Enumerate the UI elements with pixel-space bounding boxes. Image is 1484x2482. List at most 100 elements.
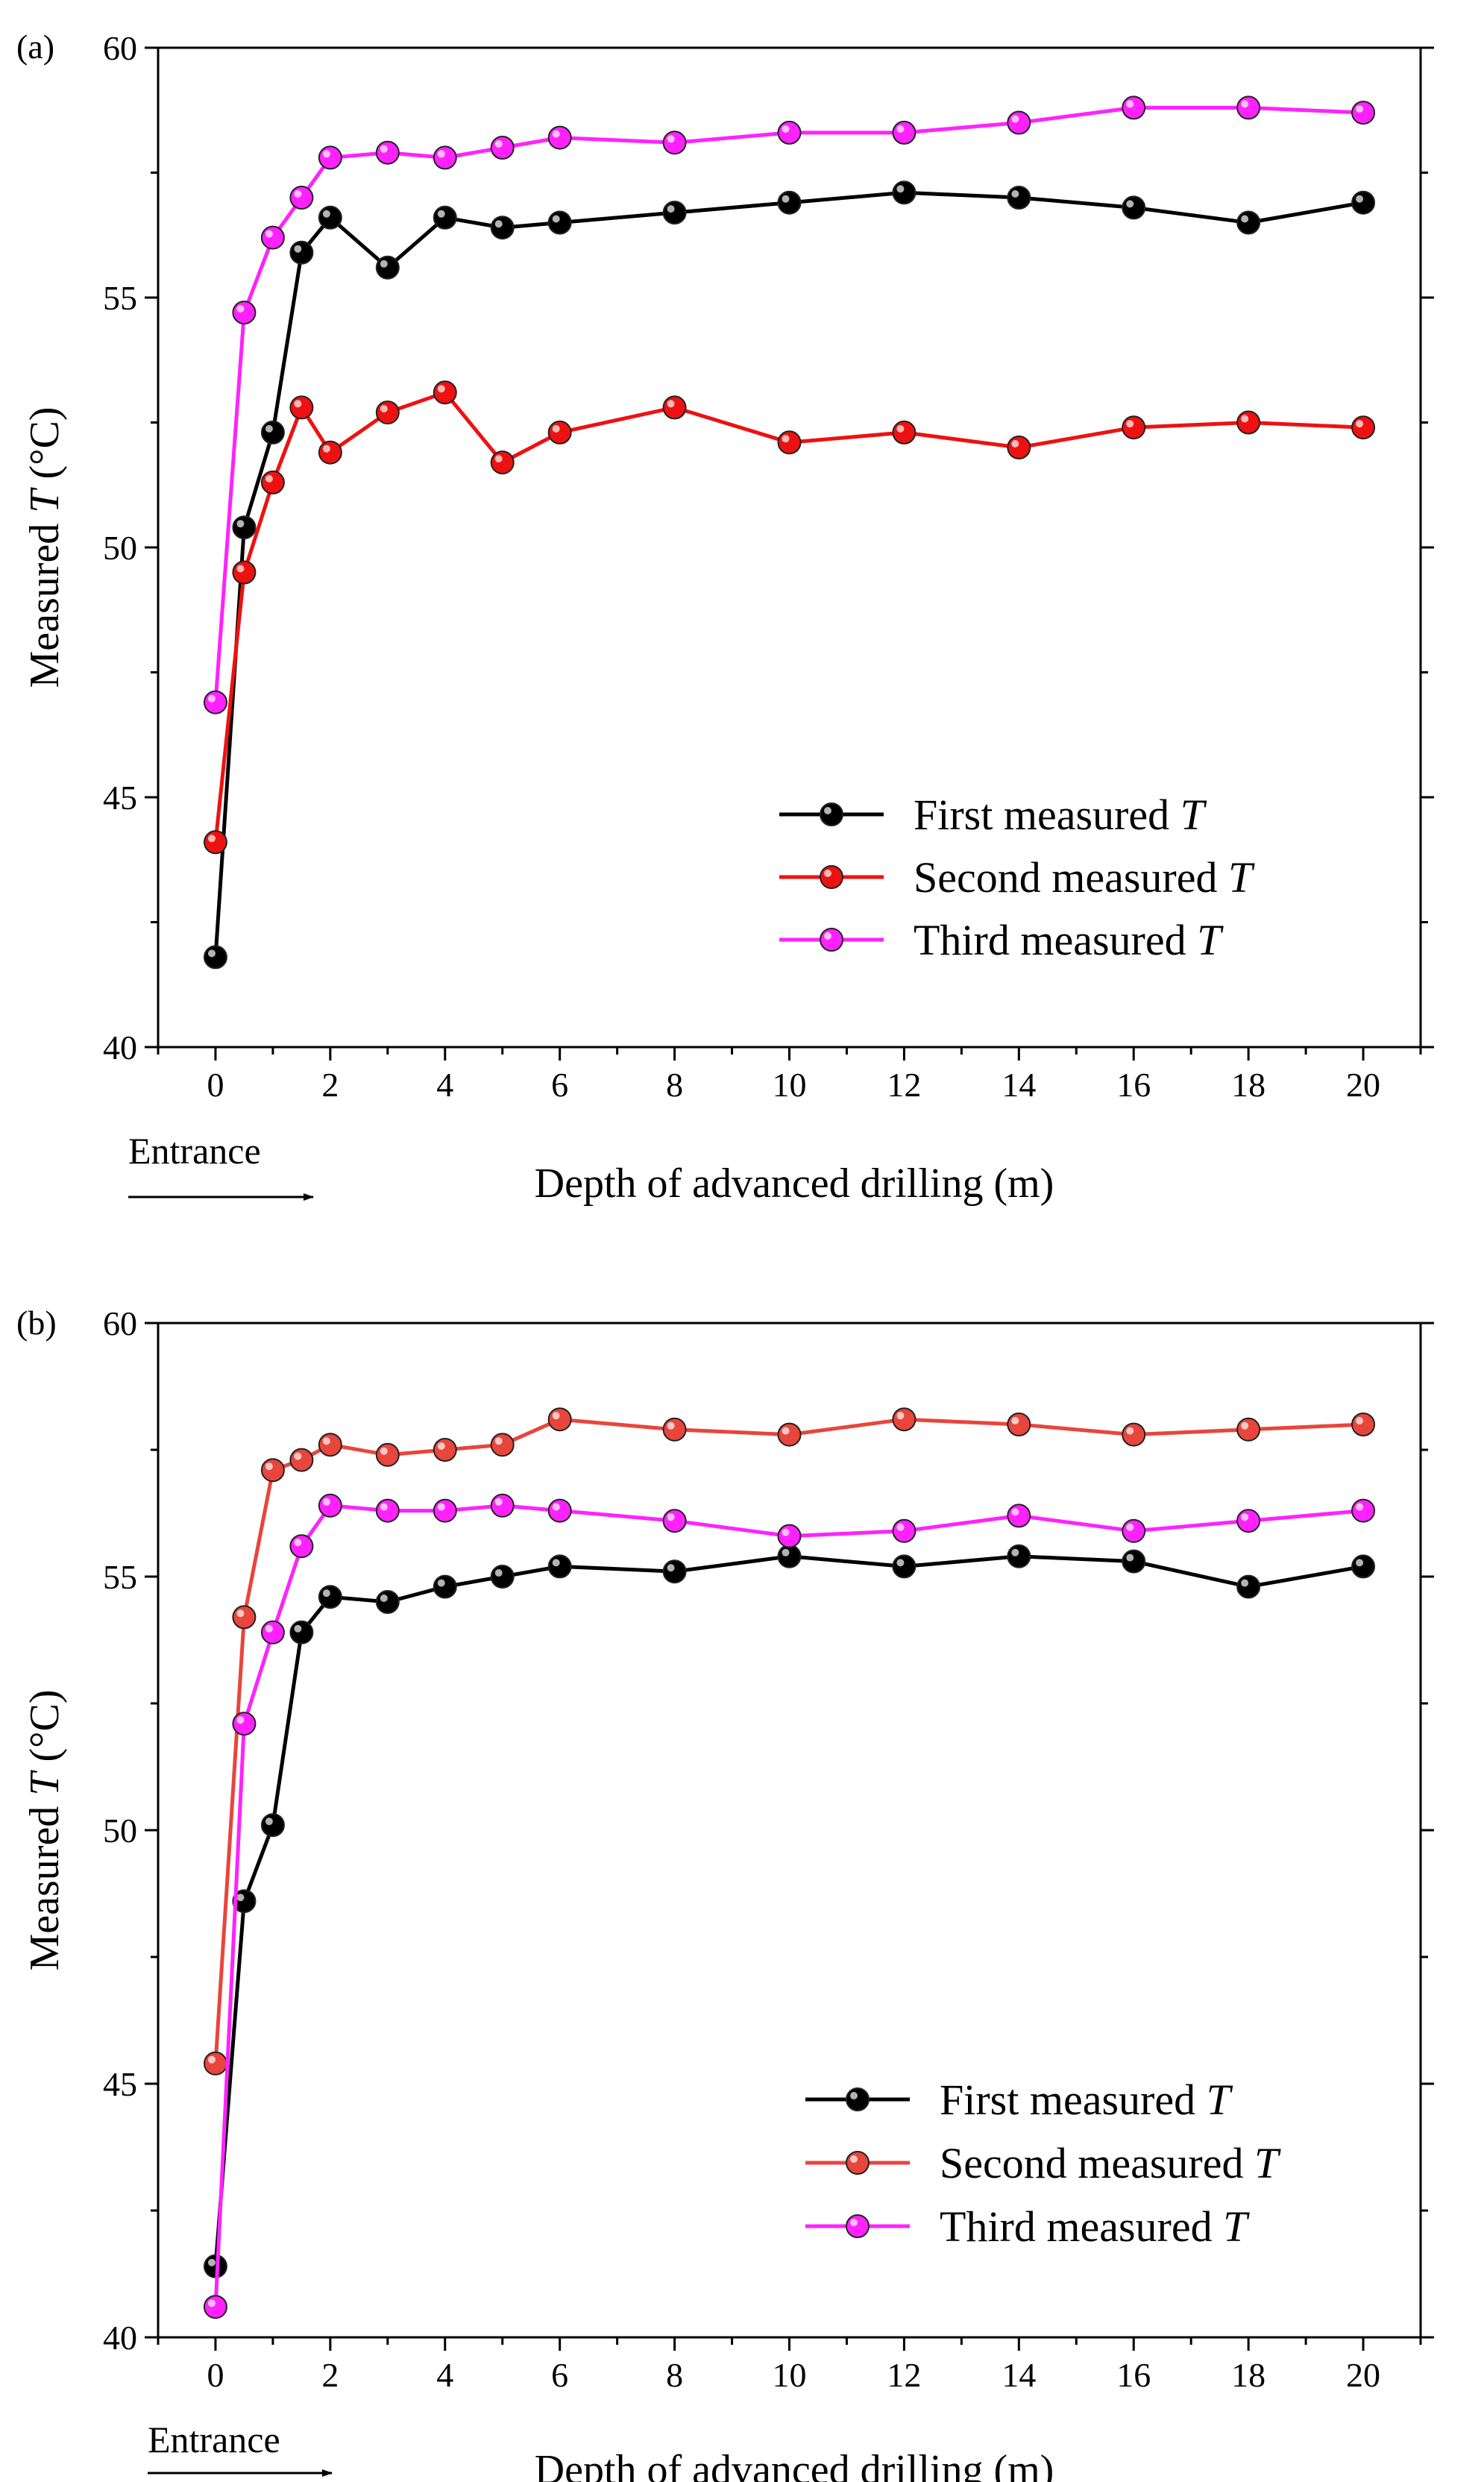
data-point-highlight [322,444,330,453]
data-point-highlight [552,1559,560,1567]
data-point-series-2 [1236,410,1261,435]
data-point-highlight [896,1523,905,1531]
data-point-highlight [667,400,675,408]
x-tick-label-part: 0 [207,1066,224,1104]
data-point-highlight [294,400,302,408]
data-point-highlight [1011,440,1019,447]
data-point-series-1 [1351,190,1376,215]
x-tick-label-part: 16 [1116,2356,1151,2394]
x-tick-label-part: 20 [1346,1066,1380,1104]
data-point-highlight [236,520,245,528]
data-point-series-1 [1236,1574,1261,1599]
data-point-highlight [896,1559,905,1567]
data-point-series-3 [547,1498,572,1523]
series-line-2 [213,1417,1364,2064]
data-point-highlight [494,1569,503,1577]
data-point-series-3 [662,1509,687,1533]
legend-marker-3 [846,2214,870,2238]
x-tick-label-part: 12 [887,1066,921,1104]
data-point-series-3 [433,1498,457,1523]
data-point-series-3 [1236,95,1261,120]
x-tick-label-part: 6 [551,1066,568,1104]
series-line-3 [213,1504,1364,2307]
data-point-highlight [294,1452,302,1460]
x-tick-label: 12 [887,2356,921,2394]
x-tick-label-part: 10 [773,2356,807,2394]
legend-marker-3 [820,928,843,952]
y-tick-label-part: 40 [103,1028,137,1066]
data-point-highlight [552,1412,560,1420]
data-point-series-1 [1122,195,1146,220]
data-point-series-2 [318,440,342,465]
data-point-highlight [437,210,445,218]
legend-label-2: Second measured T [940,2139,1281,2187]
x-tick-label-part: 2 [321,1066,339,1104]
data-point-highlight [1241,100,1249,108]
data-point-highlight [265,1817,273,1826]
y-tick-label: 50 [103,529,137,567]
data-point-highlight [1011,115,1019,123]
data-point-highlight [294,245,302,253]
data-point-series-3 [289,186,314,210]
data-point-series-1 [777,1544,802,1568]
x-tick-label-part: 14 [1002,1066,1036,1104]
data-point-series-1 [547,210,572,235]
data-point-highlight [667,205,675,213]
data-point-series-1 [777,190,802,215]
x-axis-title: Depth of advanced drilling (m) [535,2447,1054,2482]
legend-label-2-part: Second measured [940,2139,1254,2187]
panel-label: (b) [16,1304,57,1342]
data-point-series-1 [1122,1549,1146,1574]
data-point-series-2 [892,1407,917,1432]
y-tick-label: 60 [103,1304,137,1342]
data-point-highlight [896,185,905,193]
x-tick-label-part: 8 [666,1066,683,1104]
data-point-highlight [494,140,503,148]
entrance-label-part: Entrance [148,2419,280,2460]
x-tick-label: 4 [436,2356,453,2394]
legend-label-2-part: T [1228,853,1255,902]
data-point-series-3 [260,1620,285,1644]
y-axis-title-part: (°C) [22,406,68,489]
legend-marker-highlight [824,870,831,877]
data-point-highlight [1356,1417,1364,1424]
legend-marker-2 [820,865,843,889]
x-tick-label: 10 [773,1066,807,1104]
data-point-series-2 [232,1605,257,1630]
data-point-highlight [667,1564,675,1572]
x-tick-label: 14 [1002,2356,1036,2394]
data-point-highlight [552,215,560,223]
data-point-highlight [1241,1579,1249,1587]
x-tick-label: 16 [1116,1066,1151,1104]
data-point-highlight [1126,100,1134,108]
y-tick-label: 40 [103,1028,137,1066]
data-point-series-2 [1236,1417,1261,1442]
data-point-series-1 [433,1574,457,1599]
data-point-highlight [322,210,330,218]
x-tick-label: 2 [321,1066,339,1104]
data-point-series-3 [490,136,515,160]
data-point-highlight [782,435,790,443]
data-point-highlight [782,195,790,203]
y-tick-label: 45 [103,2065,137,2103]
x-tick-label: 4 [436,1066,453,1104]
data-point-highlight [207,2055,216,2064]
data-point-highlight [1126,200,1134,208]
data-point-highlight [207,2258,216,2266]
data-point-series-2 [1007,436,1031,459]
data-point-series-1 [318,205,342,230]
data-point-series-2 [490,1433,515,1457]
data-point-highlight [236,305,245,313]
data-point-series-2 [777,1422,802,1447]
x-tick-label: 2 [321,2356,339,2394]
chart-panel-a: 0 2 4 6 8 10 12 14 16 18 20 40 45 50 55 60 First measure… [16,28,1434,1207]
data-point-series-1 [1351,1554,1376,1579]
data-point-series-2 [662,395,687,420]
y-axis-title: Measured T (°C) [22,406,68,688]
legend-label-3: Third measured T [914,916,1224,964]
data-point-series-1 [490,216,515,240]
data-point-series-2 [318,1433,342,1457]
y-tick-label-part: 55 [103,279,137,317]
data-point-series-2 [375,1442,400,1467]
